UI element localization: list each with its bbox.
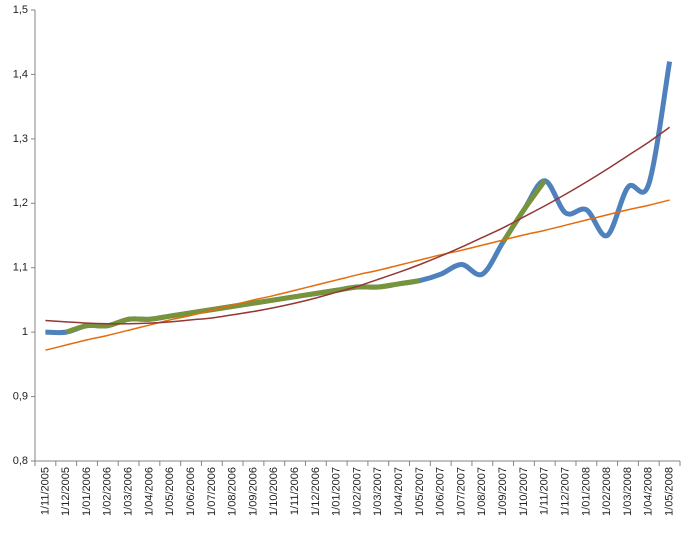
x-tick-label: 1/03/2007 [372, 467, 384, 516]
x-tick-label: 1/05/2008 [664, 467, 676, 516]
x-tick-label: 1/06/2006 [185, 467, 197, 516]
x-tick-label: 1/02/2007 [351, 467, 363, 516]
y-tick-label: 1,2 [13, 197, 28, 209]
y-tick-label: 0,9 [13, 390, 28, 402]
x-tick-label: 1/11/2006 [289, 467, 301, 515]
y-tick-label: 1,5 [13, 4, 28, 16]
x-tick-label: 1/05/2007 [414, 467, 426, 516]
x-tick-label: 1/01/2006 [81, 467, 93, 516]
x-tick-label: 1/12/2006 [310, 467, 322, 516]
x-tick-label: 1/01/2007 [331, 467, 343, 516]
y-tick-label: 0,8 [13, 455, 28, 467]
x-tick-label: 1/07/2007 [455, 467, 467, 516]
series-line [45, 199, 670, 351]
x-tick-label: 1/08/2007 [476, 467, 488, 516]
x-tick-label: 1/03/2008 [622, 467, 634, 516]
x-tick-label: 1/04/2008 [643, 467, 655, 516]
x-tick-label: 1/05/2006 [164, 467, 176, 516]
x-tick-label: 1/03/2006 [123, 467, 135, 516]
x-tick-label: 1/11/2007 [539, 467, 551, 515]
x-tick-label: 1/10/2006 [268, 467, 280, 516]
x-tick-label: 1/12/2007 [559, 467, 571, 516]
y-tick-label: 1,1 [13, 262, 28, 274]
series-line [65, 179, 547, 335]
x-tick-label: 1/06/2007 [435, 467, 447, 516]
series-line [45, 126, 671, 325]
x-tick-label: 1/09/2006 [247, 467, 259, 516]
series-line [45, 61, 673, 336]
x-tick-label: 1/11/2005 [39, 467, 51, 515]
y-tick-label: 1,4 [13, 68, 28, 80]
y-tick-label: 1,3 [13, 133, 28, 145]
x-tick-label: 1/08/2006 [227, 467, 239, 516]
x-tick-label: 1/02/2008 [601, 467, 613, 516]
x-tick-label: 1/02/2006 [102, 467, 114, 516]
x-tick-label: 1/12/2005 [60, 467, 72, 516]
x-tick-label: 1/04/2007 [393, 467, 405, 516]
x-tick-label: 1/04/2006 [143, 467, 155, 516]
x-tick-label: 1/01/2008 [580, 467, 592, 516]
y-tick-label: 1 [22, 326, 28, 338]
x-tick-label: 1/10/2007 [518, 467, 530, 516]
x-tick-label: 1/09/2007 [497, 467, 509, 516]
x-tick-label: 1/07/2006 [206, 467, 218, 516]
